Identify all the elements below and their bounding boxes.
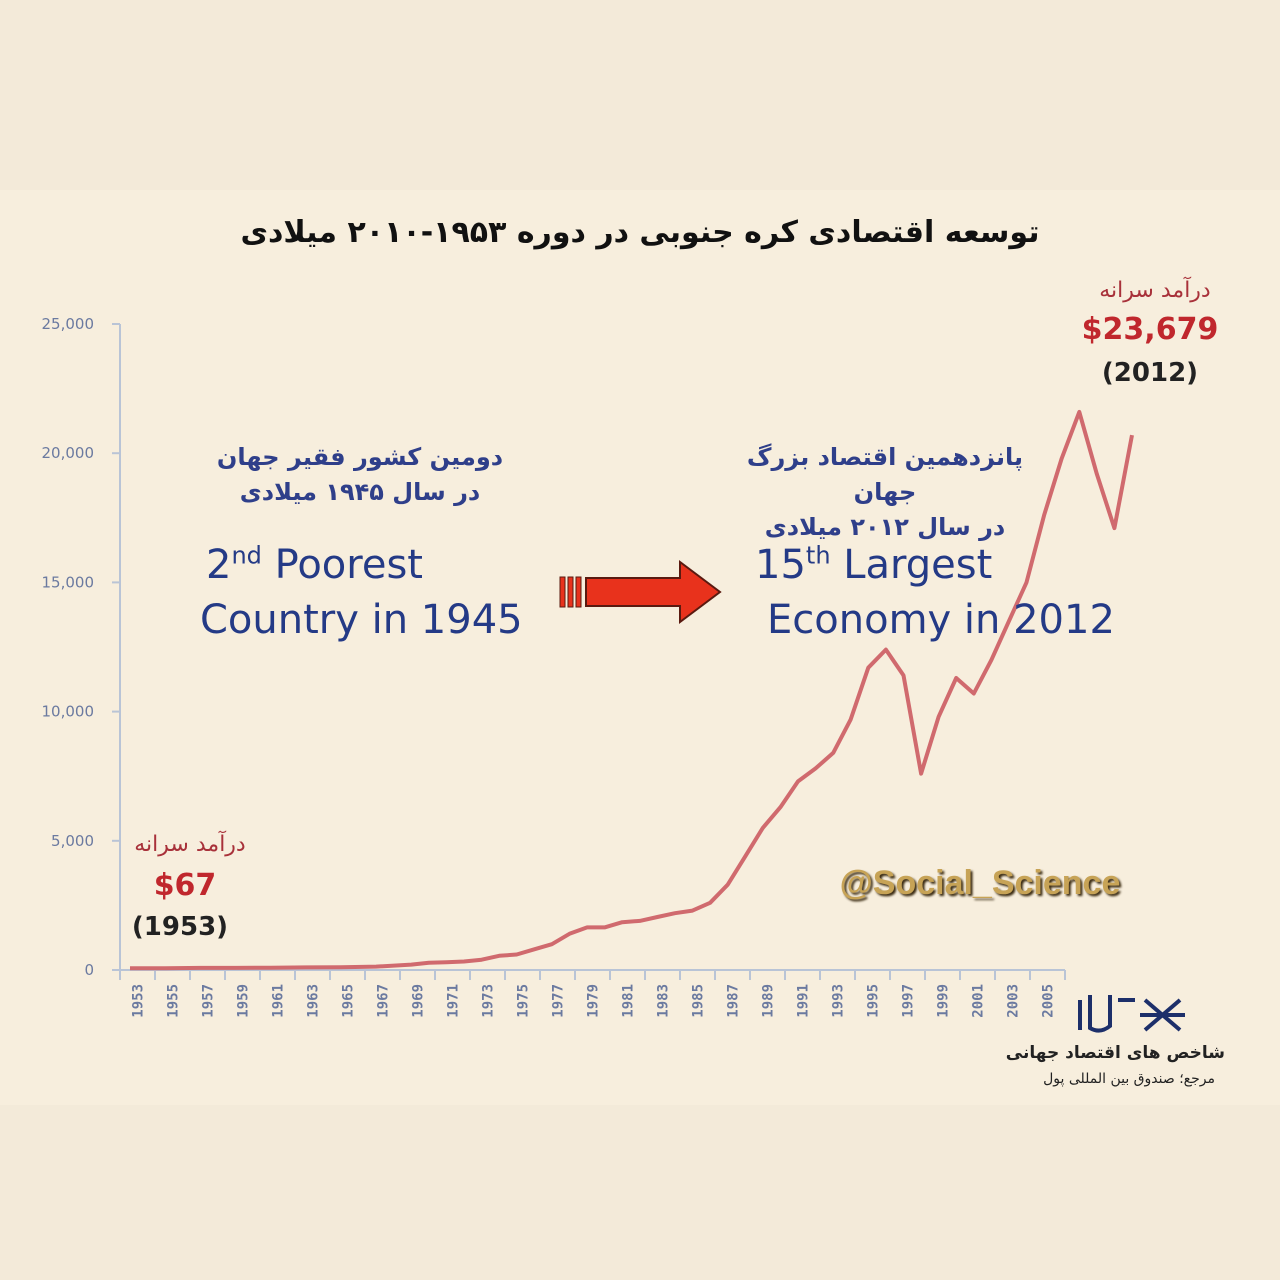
left-rank-suffix: nd <box>231 541 262 570</box>
x-tick-label: 1959 <box>236 984 252 1018</box>
x-tick-label: 1953 <box>131 984 147 1018</box>
y-tick-label: 10,000 <box>42 703 95 721</box>
x-tick-label: 1997 <box>901 984 917 1018</box>
x-tick-label: 1983 <box>656 984 672 1018</box>
x-tick-label: 2003 <box>1006 984 1022 1018</box>
left-annotation-en: 2nd Poorest Country in 1945 <box>200 538 540 648</box>
left-annotation-fa-line1: دومین کشور فقیر جهان <box>216 443 504 471</box>
right-rank-rest: Largest <box>830 542 993 588</box>
y-tick-label: 15,000 <box>42 573 95 591</box>
social-handle: @Social_Science <box>839 864 1121 902</box>
chart-title: توسعه اقتصادی کره جنوبی در دوره ۱۹۵۳-۲۰۱… <box>240 215 1040 250</box>
left-annotation-en-line2: Country in 1945 <box>200 597 523 644</box>
right-annotation-fa: پانزدهمین اقتصاد بزرگ جهان در سال ۲۰۱۲ م… <box>720 440 1050 544</box>
x-tick-label: 1973 <box>481 984 497 1018</box>
right-annotation-fa-line2: در سال ۲۰۱۲ میلادی <box>764 512 1006 541</box>
footer-line1: شاخص های اقتصاد جهانی <box>1005 1043 1225 1063</box>
x-tick-label: 1987 <box>726 984 742 1018</box>
x-tick-label: 1979 <box>586 984 602 1018</box>
x-tick-label: 1981 <box>621 984 637 1018</box>
x-tick-label: 1965 <box>341 984 357 1018</box>
right-annotation-en: 15th Largest Economy in 2012 <box>755 538 1135 648</box>
footer-line2: مرجع؛ صندوق بین المللی پول <box>1043 1071 1215 1087</box>
x-tick-label: 1999 <box>936 984 952 1018</box>
x-tick-label: 1993 <box>831 984 847 1018</box>
right-arrow-icon <box>559 560 722 624</box>
x-tick-label: 1989 <box>761 984 777 1018</box>
right-rank-suffix: th <box>805 541 831 570</box>
x-tick-label: 1955 <box>166 984 182 1018</box>
end-amount: $23,679 <box>1081 312 1219 347</box>
left-annotation-fa: دومین کشور فقیر جهان در سال ۱۹۴۵ میلادی <box>210 440 510 510</box>
x-tick-label: 1991 <box>796 984 812 1018</box>
right-annotation-fa-line1: پانزدهمین اقتصاد بزرگ جهان <box>746 443 1024 506</box>
x-tick-label: 1971 <box>446 984 462 1018</box>
x-tick-label: 1957 <box>201 984 217 1018</box>
y-tick-label: 0 <box>84 961 94 979</box>
x-tick-label: 2001 <box>971 984 987 1018</box>
y-tick-label: 5,000 <box>51 832 94 850</box>
x-tick-label: 2005 <box>1041 984 1057 1018</box>
end-label-fa: درآمد سرانه <box>1099 278 1211 303</box>
x-tick-label: 1961 <box>271 984 287 1018</box>
left-rank: 2 <box>206 542 232 588</box>
x-tick-label: 1995 <box>866 984 882 1018</box>
x-tick-label: 1969 <box>411 984 427 1018</box>
left-rank-rest: Poorest <box>261 542 423 588</box>
x-tick-label: 1985 <box>691 984 707 1018</box>
y-tick-label: 20,000 <box>42 444 95 462</box>
right-annotation-en-line2: Economy in 2012 <box>767 597 1115 644</box>
right-rank: 15 <box>755 542 806 588</box>
left-annotation-fa-line2: در سال ۱۹۴۵ میلادی <box>239 477 481 506</box>
chart-card <box>0 190 1280 1105</box>
start-year: (1953) <box>131 912 229 942</box>
y-tick-label: 25,000 <box>42 315 95 333</box>
end-year: (2012) <box>1101 358 1199 388</box>
x-tick-label: 1975 <box>516 984 532 1018</box>
x-tick-label: 1967 <box>376 984 392 1018</box>
series-line <box>129 409 1134 971</box>
start-amount: $67 <box>153 868 217 903</box>
x-tick-label: 1977 <box>551 984 567 1018</box>
x-tick-label: 1963 <box>306 984 322 1018</box>
start-label-fa: درآمد سرانه <box>134 832 246 857</box>
logo-icon <box>1078 995 1185 1033</box>
